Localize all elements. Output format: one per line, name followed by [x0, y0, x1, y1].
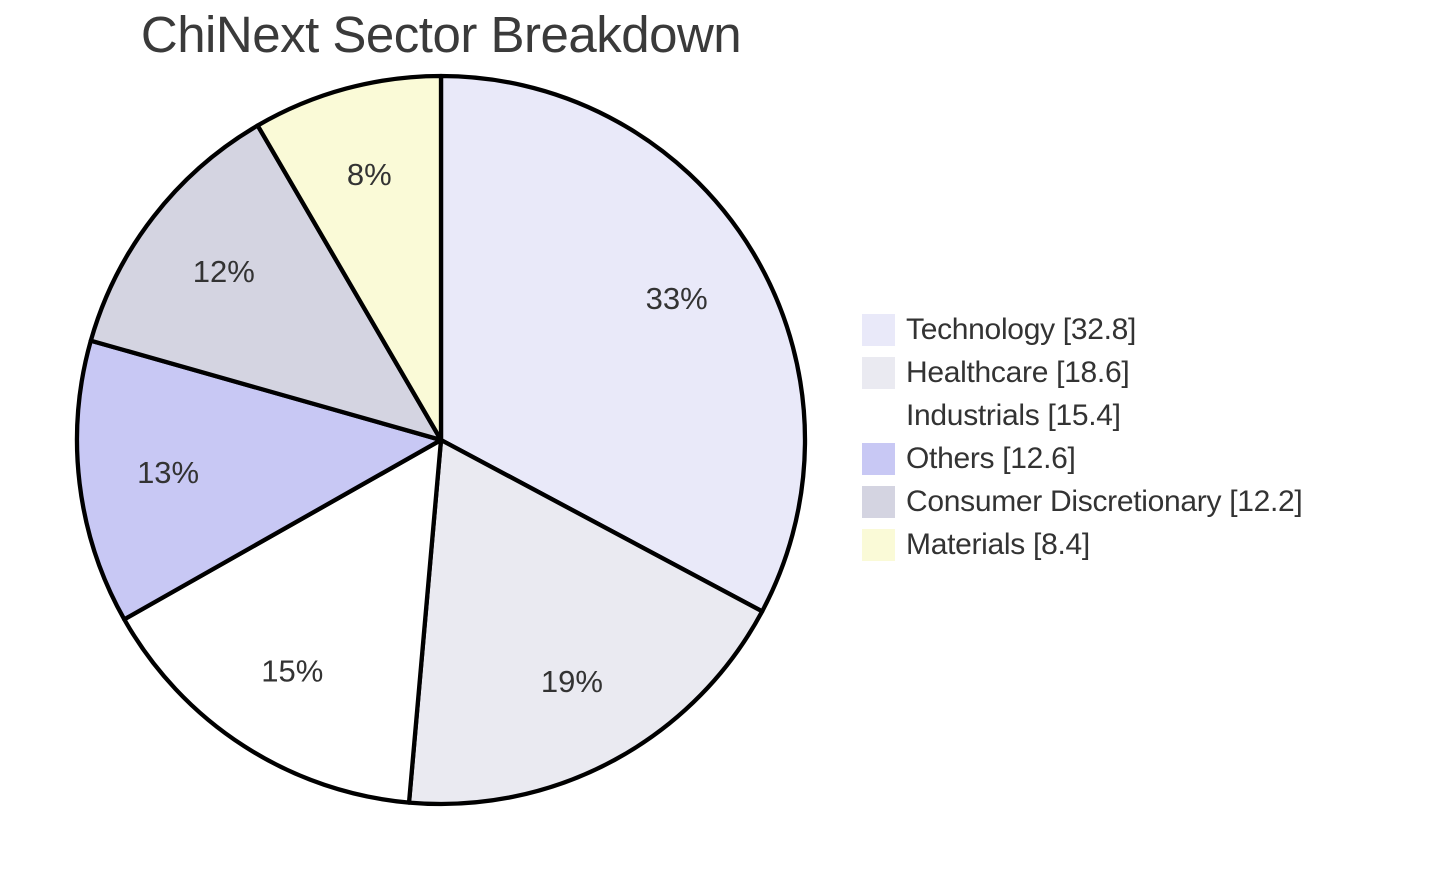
legend-label: Materials [8.4] — [906, 527, 1090, 561]
pie-slice-pct-label-industrials: 15% — [261, 654, 323, 689]
legend-item-consumer-discretionary: Consumer Discretionary [12.2] — [862, 480, 1303, 523]
legend-item-technology: Technology [32.8] — [862, 308, 1302, 351]
legend-swatch-industrials — [862, 399, 895, 432]
legend-item-industrials: Industrials [15.4] — [862, 394, 1302, 437]
legend-swatch-materials — [862, 528, 895, 561]
legend-swatch-consumer-discretionary — [862, 485, 895, 518]
pie-slice-pct-label-materials: 8% — [347, 157, 392, 192]
legend-swatch-others — [862, 442, 895, 475]
legend-item-healthcare: Healthcare [18.6] — [862, 351, 1302, 394]
legend-item-materials: Materials [8.4] — [862, 523, 1302, 566]
chart-title: ChiNext Sector Breakdown — [140, 6, 742, 63]
pie-slice-consumer-discretionary — [88, 123, 444, 443]
legend-label: Healthcare [18.6] — [906, 355, 1130, 389]
legend-label: Technology [32.8] — [906, 312, 1137, 346]
pie-slice-industrials — [122, 437, 444, 805]
pie-slice-healthcare — [406, 437, 765, 807]
legend-item-others: Others [12.6] — [862, 437, 1302, 480]
legend-swatch-technology — [862, 313, 895, 346]
legend-label: Industrials [15.4] — [906, 398, 1121, 432]
pie-slice-others — [74, 338, 444, 622]
legend-label: Consumer Discretionary [12.2] — [906, 484, 1303, 518]
legend-label: Others [12.6] — [906, 441, 1076, 475]
pie-slice-pct-label-healthcare: 19% — [541, 664, 603, 699]
pie-slice-pct-label-others: 13% — [137, 455, 199, 490]
legend: Technology [32.8] Healthcare [18.6] Indust… — [862, 308, 1303, 566]
pie-slice-pct-label-technology: 33% — [646, 281, 708, 316]
pie-slice-materials — [255, 73, 444, 443]
legend-swatch-healthcare — [862, 356, 895, 389]
pie-slice-pct-label-consumer-discretionary: 12% — [193, 254, 255, 289]
pie-slice-technology — [438, 73, 808, 614]
